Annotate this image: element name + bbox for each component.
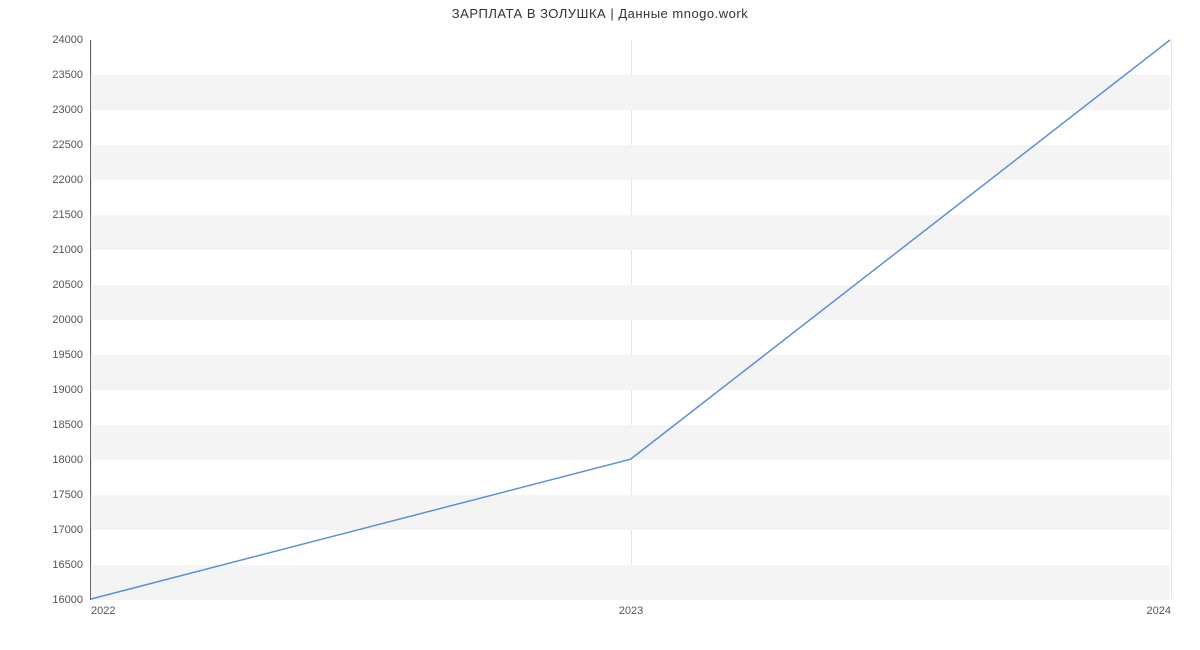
chart-title: ЗАРПЛАТА В ЗОЛУШКА | Данные mnogo.work (0, 6, 1200, 21)
y-tick-label: 21000 (52, 244, 83, 256)
x-tick-label: 2024 (1147, 605, 1171, 617)
line-layer (91, 40, 1170, 599)
y-tick-label: 23500 (52, 69, 83, 81)
y-tick-label: 17500 (52, 489, 83, 501)
y-tick-label: 22500 (52, 139, 83, 151)
y-tick-label: 19500 (52, 349, 83, 361)
grid-vertical (1171, 40, 1172, 599)
y-tick-label: 21500 (52, 209, 83, 221)
y-tick-label: 17000 (52, 524, 83, 536)
y-tick-label: 19000 (52, 384, 83, 396)
y-tick-label: 24000 (52, 34, 83, 46)
x-tick-label: 2023 (619, 605, 643, 617)
series-line-salary (91, 40, 1170, 599)
y-tick-label: 16000 (52, 594, 83, 606)
plot-area: 1600016500170001750018000185001900019500… (90, 40, 1170, 600)
y-tick-label: 20500 (52, 279, 83, 291)
y-tick-label: 18000 (52, 454, 83, 466)
x-tick-label: 2022 (91, 605, 115, 617)
y-tick-label: 18500 (52, 419, 83, 431)
y-tick-label: 23000 (52, 104, 83, 116)
y-tick-label: 16500 (52, 559, 83, 571)
salary-line-chart: ЗАРПЛАТА В ЗОЛУШКА | Данные mnogo.work 1… (0, 0, 1200, 650)
y-tick-label: 20000 (52, 314, 83, 326)
y-tick-label: 22000 (52, 174, 83, 186)
